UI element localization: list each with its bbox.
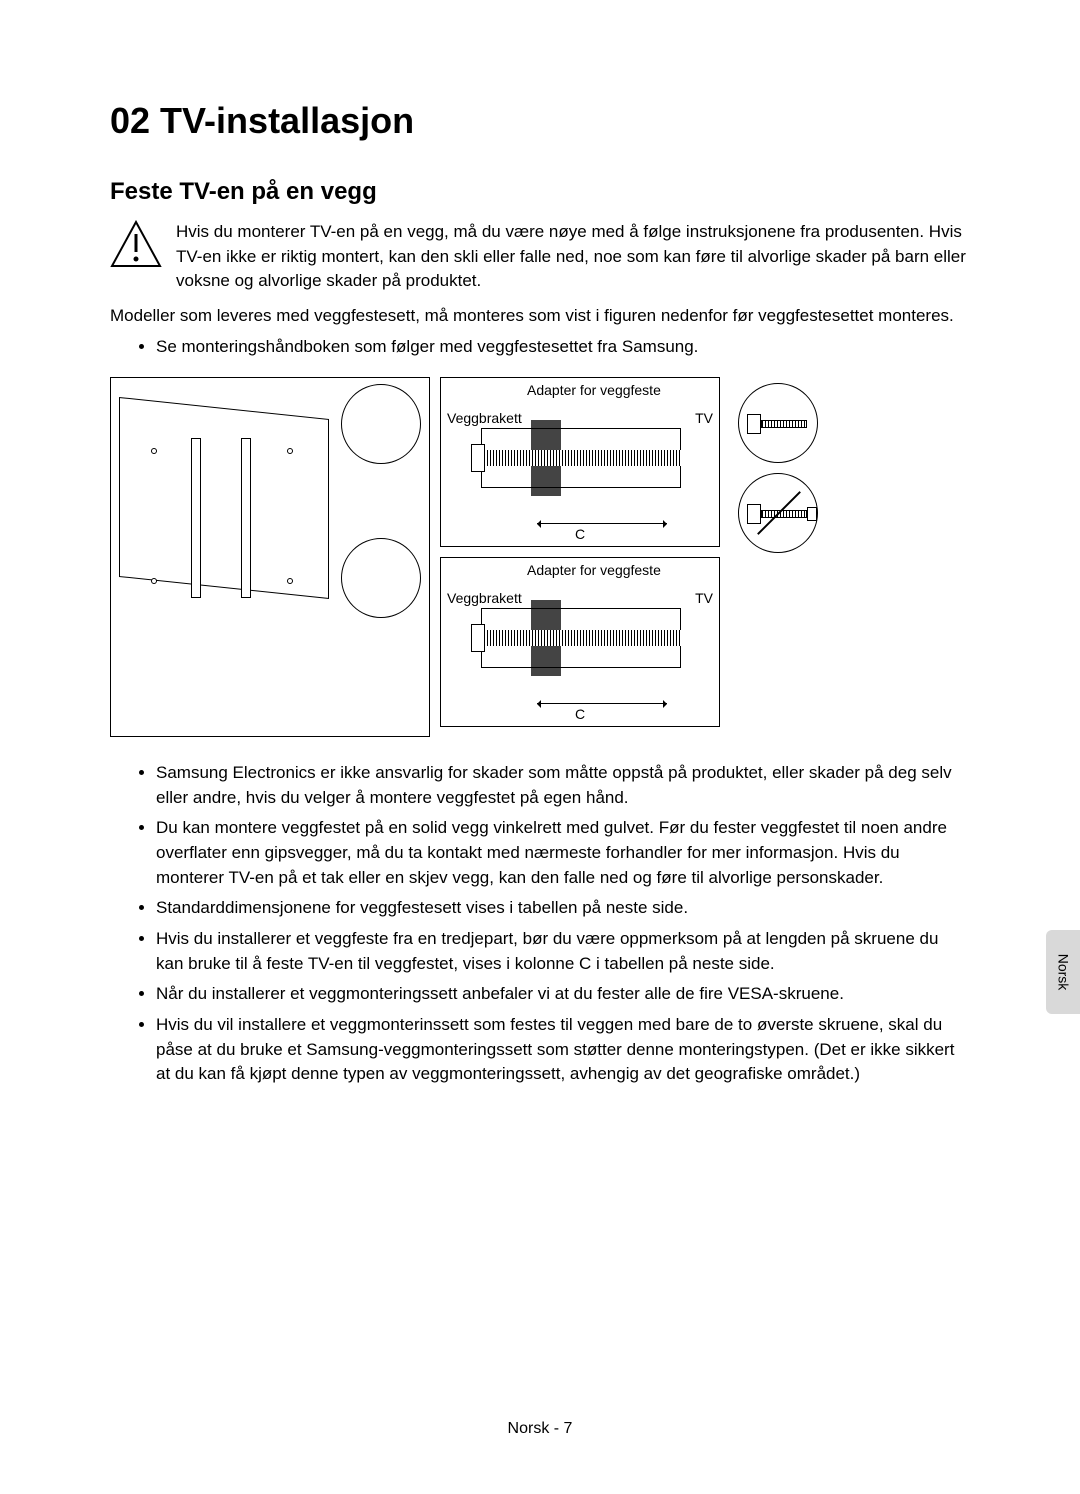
list-item: Når du installerer et veggmonteringssett…: [156, 982, 970, 1007]
warning-icon: [110, 220, 162, 268]
list-item: Se monteringshåndboken som følger med ve…: [156, 335, 970, 360]
warning-text: Hvis du monterer TV-en på en vegg, må du…: [176, 220, 970, 294]
diagram-tv-back: [110, 377, 430, 737]
label-veggbrakett: Veggbrakett: [447, 410, 522, 426]
label-veggbrakett: Veggbrakett: [447, 590, 522, 606]
chapter-title: 02 TV-installasjon: [110, 100, 970, 142]
label-c: C: [575, 526, 585, 542]
list-item: Hvis du vil installere et veggmonterinss…: [156, 1013, 970, 1087]
language-side-tab: Norsk: [1046, 930, 1080, 1014]
diagram-detail-top: Adapter for veggfeste Veggbrakett TV C: [440, 377, 720, 547]
label-c: C: [575, 706, 585, 722]
warning-block: Hvis du monterer TV-en på en vegg, må du…: [110, 220, 970, 294]
list-item: Samsung Electronics er ikke ansvarlig fo…: [156, 761, 970, 810]
label-tv: TV: [695, 410, 713, 426]
label-tv: TV: [695, 590, 713, 606]
post-diagram-bullets: Samsung Electronics er ikke ansvarlig fo…: [110, 761, 970, 1087]
section-title: Feste TV-en på en vegg: [110, 178, 970, 206]
after-warning-text: Modeller som leveres med veggfestesett, …: [110, 304, 970, 329]
list-item: Standarddimensjonene for veggfestesett v…: [156, 896, 970, 921]
pre-diagram-bullets: Se monteringshåndboken som følger med ve…: [110, 335, 970, 360]
diagram-detail-bottom: Adapter for veggfeste Veggbrakett TV C: [440, 557, 720, 727]
page-footer: Norsk - 7: [110, 1420, 970, 1438]
bolt-correct-icon: [738, 383, 818, 463]
list-item: Du kan montere veggfestet på en solid ve…: [156, 816, 970, 890]
bolt-incorrect-icon: [738, 473, 818, 553]
mounting-diagram: Adapter for veggfeste Veggbrakett TV C A…: [110, 377, 970, 737]
label-adapter: Adapter for veggfeste: [527, 382, 661, 398]
list-item: Hvis du installerer et veggfeste fra en …: [156, 927, 970, 976]
language-label: Norsk: [1055, 954, 1071, 991]
label-adapter: Adapter for veggfeste: [527, 562, 661, 578]
